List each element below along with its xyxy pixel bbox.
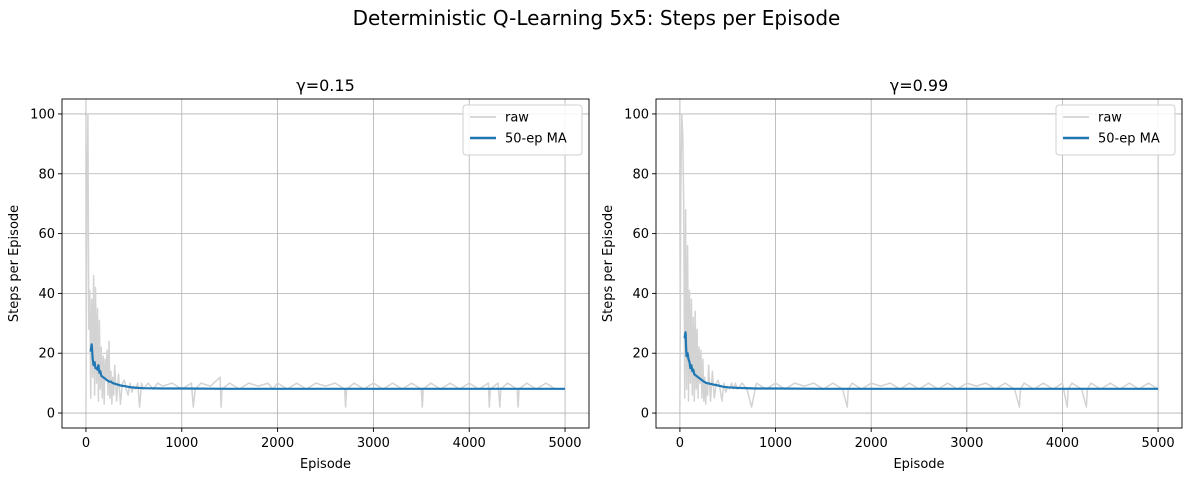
x-tick-label: 2000 bbox=[855, 436, 888, 451]
y-tick-label: 40 bbox=[632, 287, 649, 302]
x-tick-label: 1000 bbox=[165, 436, 198, 451]
x-tick-label: 0 bbox=[82, 436, 90, 451]
subplot-title: γ=0.99 bbox=[890, 76, 949, 95]
axes-frame bbox=[655, 98, 1183, 429]
x-tick-label: 3000 bbox=[950, 436, 983, 451]
x-tick-label: 2000 bbox=[261, 436, 294, 451]
y-tick-label: 100 bbox=[624, 107, 649, 122]
y-tick-label: 60 bbox=[632, 227, 649, 242]
y-tick-label: 60 bbox=[38, 227, 55, 242]
y-tick-label: 80 bbox=[632, 167, 649, 182]
legend: raw 50-ep MA bbox=[462, 104, 583, 156]
subplot-title: γ=0.15 bbox=[296, 76, 355, 95]
y-tick-label: 40 bbox=[38, 287, 55, 302]
legend-label: raw bbox=[1098, 111, 1122, 126]
series-moving-average-line bbox=[89, 343, 565, 390]
y-tick-label: 100 bbox=[30, 107, 55, 122]
x-tick-label: 4000 bbox=[1046, 436, 1079, 451]
legend-label: 50-ep MA bbox=[505, 132, 567, 147]
x-tick-label: 0 bbox=[676, 436, 684, 451]
series-moving-average-line bbox=[683, 331, 1159, 390]
legend: raw 50-ep MA bbox=[1055, 104, 1176, 156]
x-tick-label: 5000 bbox=[548, 436, 581, 451]
x-tick-label: 3000 bbox=[357, 436, 390, 451]
series-raw-line bbox=[679, 113, 1159, 408]
legend-label: 50-ep MA bbox=[1098, 132, 1160, 147]
y-tick-label: 20 bbox=[632, 347, 649, 362]
axes-frame bbox=[61, 98, 590, 429]
subplot-gamma-0-99: 0 1000 2000 3000 4000 5000 0 20 40 60 80 100 γ=0.99 E… bbox=[601, 76, 1183, 472]
legend-label: raw bbox=[505, 111, 529, 126]
y-tick-label: 20 bbox=[38, 347, 55, 362]
subplot-gamma-0-15: 0 1000 2000 3000 4000 5000 0 20 40 60 80 100 γ=0.15 E… bbox=[7, 76, 590, 472]
y-axis-label: Steps per Episode bbox=[601, 205, 616, 322]
x-axis-label: Episode bbox=[893, 457, 944, 472]
series-raw-line bbox=[85, 113, 565, 408]
x-tick-label: 1000 bbox=[759, 436, 792, 451]
x-tick-label: 4000 bbox=[453, 436, 486, 451]
y-axis-label: Steps per Episode bbox=[7, 205, 22, 322]
y-tick-label: 0 bbox=[47, 407, 55, 422]
figure-title: Deterministic Q-Learning 5x5: Steps per … bbox=[353, 6, 841, 30]
y-tick-label: 0 bbox=[641, 407, 649, 422]
x-tick-label: 5000 bbox=[1142, 436, 1175, 451]
y-tick-label: 80 bbox=[38, 167, 55, 182]
x-axis-label: Episode bbox=[300, 457, 351, 472]
